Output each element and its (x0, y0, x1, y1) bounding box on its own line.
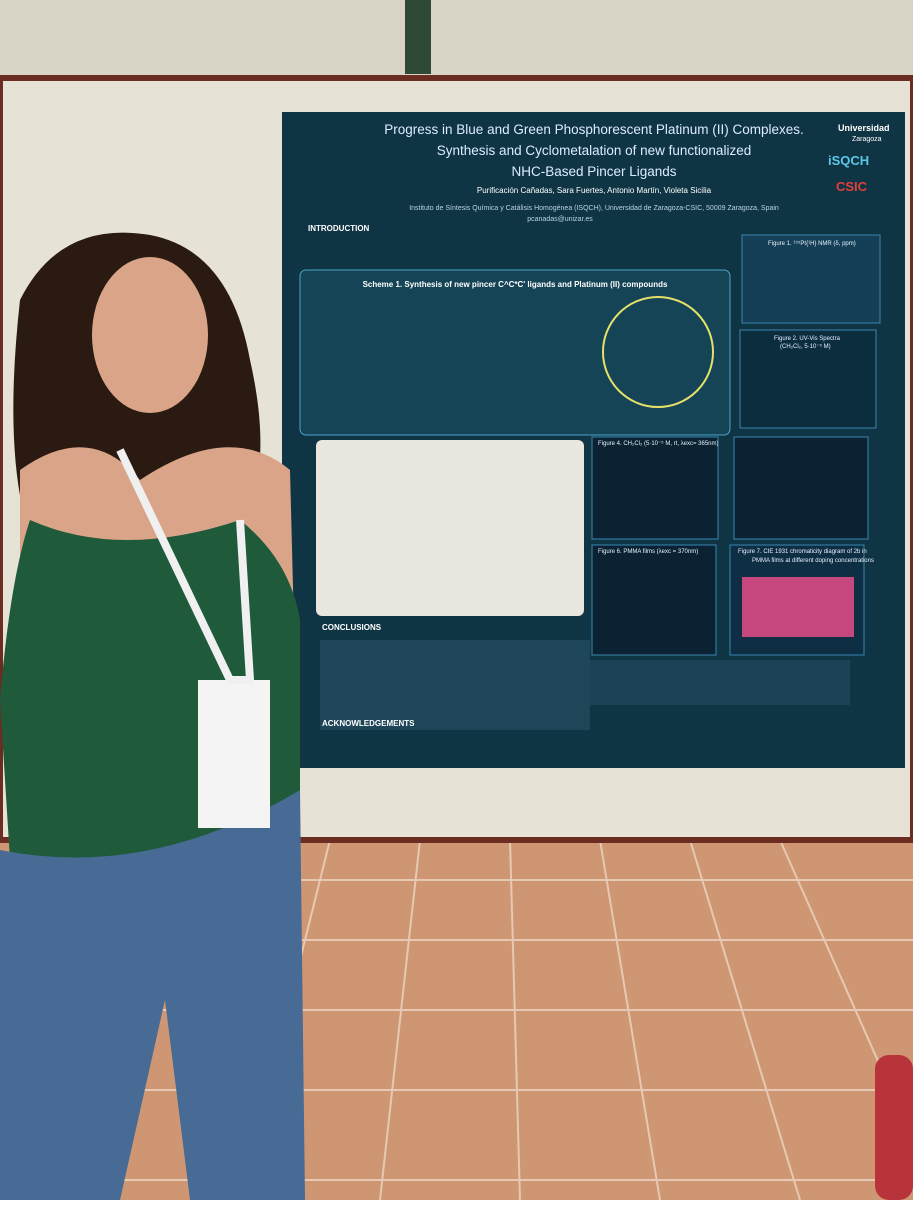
railing (875, 1055, 913, 1200)
figure-caption: PMMA films at different doping concentra… (752, 558, 874, 564)
conclusions-text (320, 640, 590, 730)
poster-title: Progress in Blue and Green Phosphorescen… (384, 122, 803, 137)
cie-diagram (742, 577, 854, 637)
logo: CSIC (836, 179, 868, 194)
figure-caption: Figure 7. CIE 1931 chromaticity diagram … (738, 549, 867, 555)
figure-4 (591, 436, 719, 540)
figure-caption: Figure 4. CH₂Cl₂ (5·10⁻⁵ M, rt, λexc= 36… (598, 440, 719, 447)
poster-title: NHC-Based Pincer Ligands (511, 164, 676, 179)
scheme-circle (602, 296, 714, 408)
section-heading: ACKNOWLEDGEMENTS (322, 719, 415, 728)
figure-caption: Figure 1. ¹⁹⁵Pt{¹H} NMR (δ, ppm) (768, 240, 856, 247)
conclusions-text-2 (590, 660, 850, 705)
floor-tiles (0, 839, 913, 1201)
section-heading: INTRODUCTION (308, 224, 370, 233)
logo: Universidad (838, 123, 890, 133)
figure-5 (733, 436, 869, 540)
figure-caption: Figure 2. UV-Vis Spectra (774, 336, 841, 342)
table-image (316, 440, 584, 616)
figure-2 (739, 329, 877, 429)
section-heading: CONCLUSIONS (322, 623, 382, 632)
scheme-caption: Scheme 1. Synthesis of new pincer C^C*C'… (363, 280, 668, 289)
logo: Zaragoza (852, 136, 882, 143)
scheme-box (299, 269, 731, 436)
badge (198, 680, 270, 828)
email: pcanadas@unizar.es (527, 216, 593, 223)
door-frame (405, 0, 431, 74)
poster-title: Synthesis and Cyclometalation of new fun… (437, 143, 751, 158)
figure-1 (741, 234, 881, 324)
authors: Purificación Cañadas, Sara Fuertes, Anto… (477, 186, 712, 195)
person (0, 232, 305, 1200)
figure-6 (591, 544, 717, 656)
logo: iSQCH (828, 153, 869, 168)
figure-caption: (CH₂Cl₂, 5·10⁻⁵ M) (780, 343, 831, 350)
affiliation: Instituto de Síntesis Química y Catálisi… (409, 205, 779, 212)
figure-caption: Figure 6. PMMA films (λexc = 370nm) (598, 549, 698, 555)
